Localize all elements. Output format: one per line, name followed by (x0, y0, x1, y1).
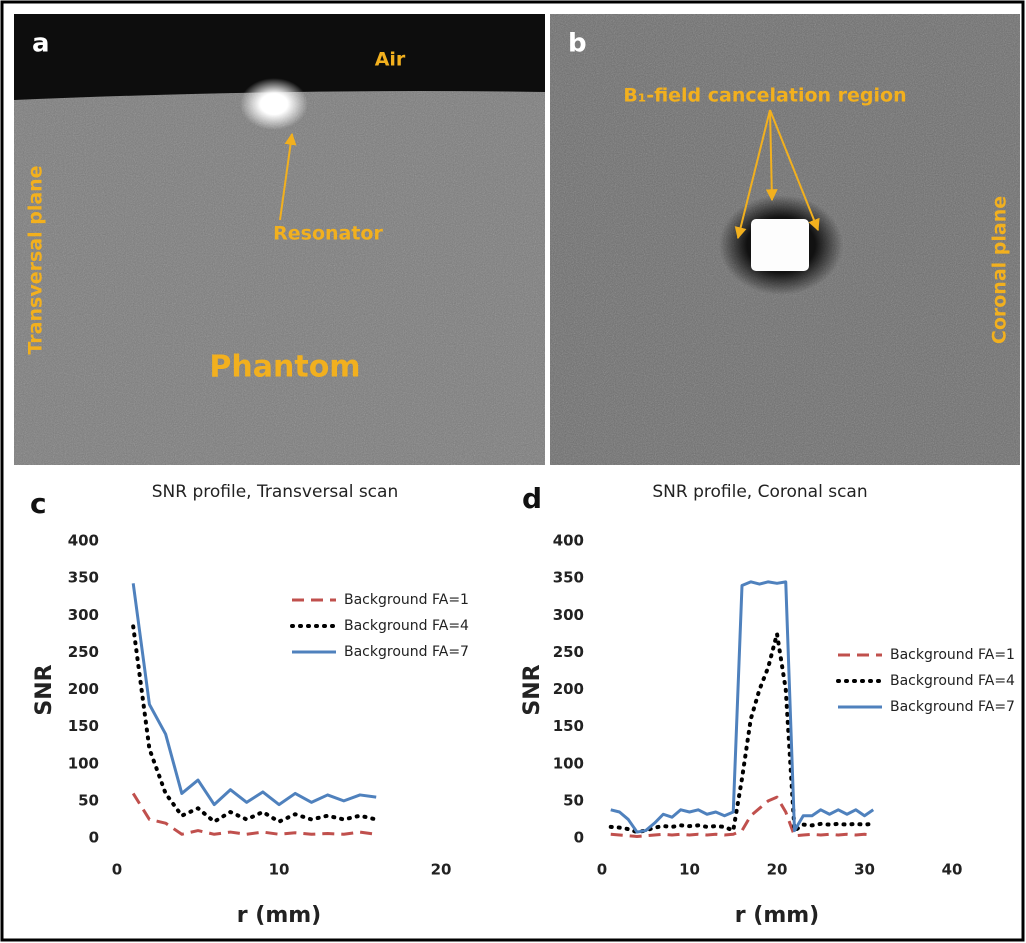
legend-label: Background FA=7 (344, 644, 469, 660)
y-tick-label: 300 (553, 606, 584, 624)
panel-letter: a (32, 29, 50, 59)
legend-label: Background FA=1 (890, 647, 1015, 663)
image-a (14, 14, 545, 465)
y-tick-label: 300 (68, 606, 99, 624)
series-line (608, 631, 876, 835)
image-b (550, 14, 1020, 465)
series-line (131, 624, 379, 824)
legend-label: Background FA=1 (344, 592, 469, 608)
y-tick-label: 100 (68, 754, 99, 772)
y-tick-label: 0 (89, 829, 99, 847)
x-tick-label: 20 (767, 861, 788, 879)
x-tick-label: 0 (597, 861, 607, 879)
y-tick-label: 350 (553, 569, 584, 587)
x-tick-label: 0 (112, 861, 122, 879)
image-label: Resonator (273, 223, 383, 245)
image-label: Transversal plane (25, 165, 47, 354)
y-tick-label: 50 (563, 791, 584, 809)
x-tick-label: 40 (942, 861, 963, 879)
y-tick-label: 150 (68, 717, 99, 735)
x-tick-label: 10 (679, 861, 700, 879)
x-axis-label: r (mm) (735, 903, 819, 928)
series-line (131, 583, 377, 807)
x-axis-label: r (mm) (237, 903, 321, 928)
y-tick-label: 250 (553, 643, 584, 661)
panel-letter: c (30, 487, 47, 520)
x-tick-label: 30 (854, 861, 875, 879)
x-tick-label: 10 (269, 861, 290, 879)
y-tick-label: 200 (553, 680, 584, 698)
panel-letter: d (522, 482, 542, 515)
x-tick-label: 20 (431, 861, 452, 879)
chart-title: SNR profile, Transversal scan (152, 482, 398, 502)
image-label: Phantom (209, 350, 360, 385)
image-label: Air (375, 49, 406, 71)
y-tick-label: 250 (68, 643, 99, 661)
chart-title: SNR profile, Coronal scan (652, 482, 867, 502)
series-line (131, 792, 377, 836)
image-label: Coronal plane (989, 196, 1011, 344)
y-axis-label: SNR (32, 664, 57, 715)
legend-label: Background FA=4 (890, 673, 1015, 689)
legend-label: Background FA=7 (890, 699, 1015, 715)
panel-letter: b (568, 29, 587, 59)
y-axis-label: SNR (520, 664, 545, 715)
series-line (610, 580, 875, 834)
y-tick-label: 400 (553, 532, 584, 550)
y-tick-label: 350 (68, 569, 99, 587)
y-tick-label: 0 (574, 829, 584, 847)
series-line (610, 795, 874, 839)
legend-label: Background FA=4 (344, 618, 469, 634)
y-tick-label: 100 (553, 754, 584, 772)
image-label: B₁-field cancelation region (623, 85, 906, 107)
y-tick-label: 400 (68, 532, 99, 550)
y-tick-label: 150 (553, 717, 584, 735)
y-tick-label: 50 (78, 791, 99, 809)
y-tick-label: 200 (68, 680, 99, 698)
